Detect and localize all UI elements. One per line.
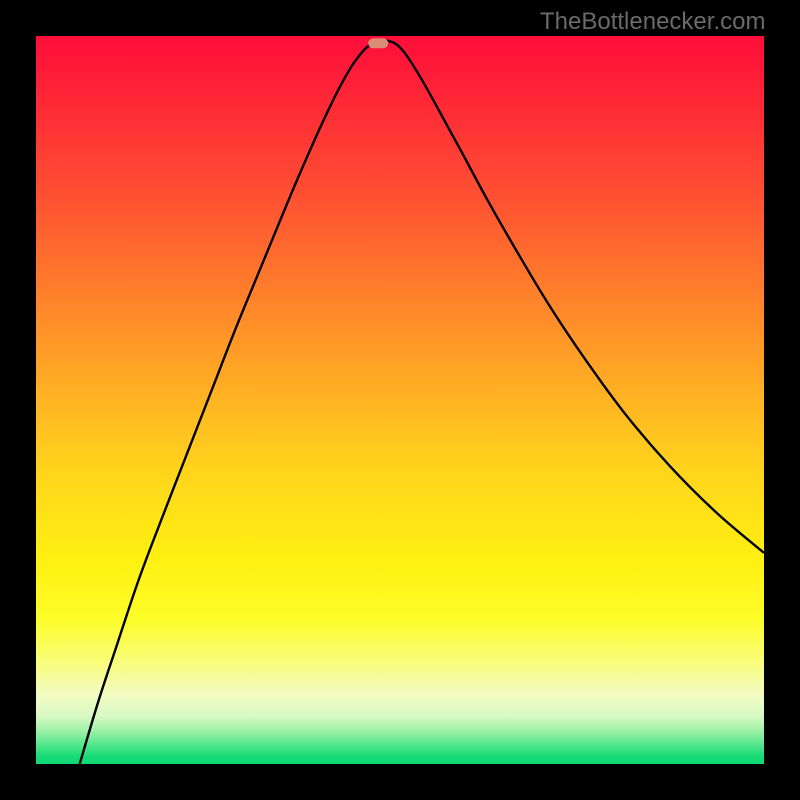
bottleneck-curve — [36, 36, 764, 764]
optimum-marker — [368, 39, 388, 48]
plot-area — [36, 36, 764, 764]
watermark-text: TheBottlenecker.com — [540, 8, 765, 36]
